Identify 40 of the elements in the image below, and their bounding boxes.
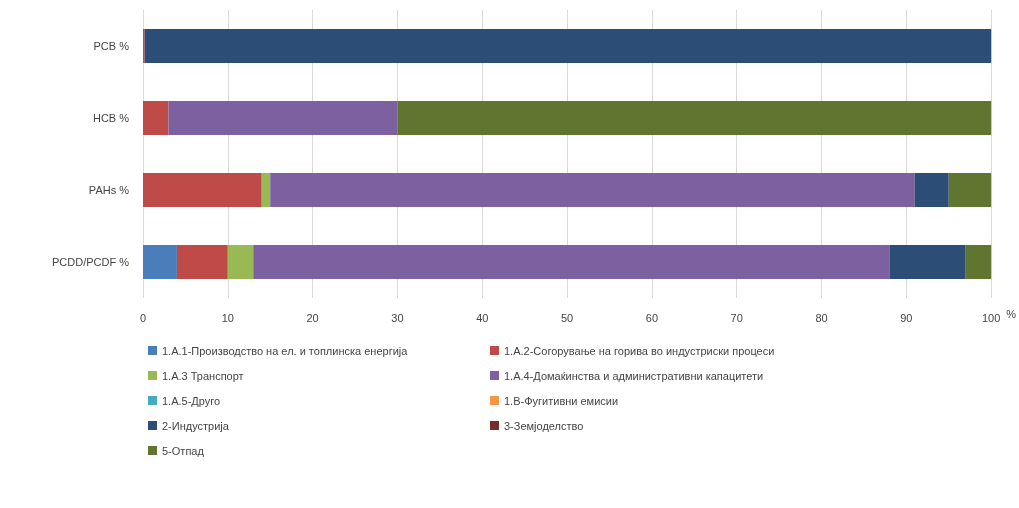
- x-axis-title: %: [1006, 307, 1017, 320]
- legend-label: 1.А.1-Производство на ел. и топлинска енергија: [162, 344, 409, 357]
- legend-label: 5-Отпад: [162, 444, 205, 457]
- bar: [965, 245, 992, 279]
- bar: [176, 245, 228, 279]
- y-tick-label: PCB %: [93, 40, 130, 52]
- x-tick-label: 70: [730, 311, 743, 324]
- bar: [143, 101, 169, 135]
- legend-label: 1.А.3 Транспорт: [162, 369, 244, 382]
- x-tick-label: 0: [139, 311, 147, 324]
- legend-label: 2-Индустрија: [162, 419, 230, 432]
- bar: [914, 173, 949, 207]
- x-tick-label: 10: [221, 311, 234, 324]
- legend-label: 1.А.2-Согорување на горива во индустриски процеси: [504, 344, 775, 357]
- x-tick-label: 90: [900, 311, 913, 324]
- y-tick-label: PAHs %: [88, 184, 130, 196]
- bar: [889, 245, 966, 279]
- bar: [261, 173, 271, 207]
- x-tick-label: 80: [815, 311, 828, 324]
- bar: [143, 245, 177, 279]
- legend-label: 3-Земјоделство: [504, 419, 584, 432]
- x-tick-label: 50: [560, 311, 574, 324]
- bar: [168, 101, 398, 135]
- bar: [143, 173, 262, 207]
- legend-label: 1.B-Фугитивни емисии: [504, 394, 619, 407]
- bar: [948, 173, 992, 207]
- x-tick-label: 60: [645, 311, 659, 324]
- bar: [270, 173, 915, 207]
- x-tick-label: 100: [981, 311, 1001, 324]
- legend-label: 1.А.4-Домаќинства и административни капацитети: [504, 369, 764, 382]
- bar: [144, 29, 992, 63]
- x-tick-label: 40: [476, 311, 489, 324]
- y-tick-label: HCB %: [92, 112, 130, 124]
- legend-label: 1.А.5-Друго: [162, 394, 221, 407]
- bar: [253, 245, 890, 279]
- x-tick-label: 30: [391, 311, 404, 324]
- bar: [227, 245, 254, 279]
- y-tick-label: PCDD/PCDF %: [51, 256, 130, 268]
- x-tick-label: 20: [306, 311, 319, 324]
- bar: [397, 101, 992, 135]
